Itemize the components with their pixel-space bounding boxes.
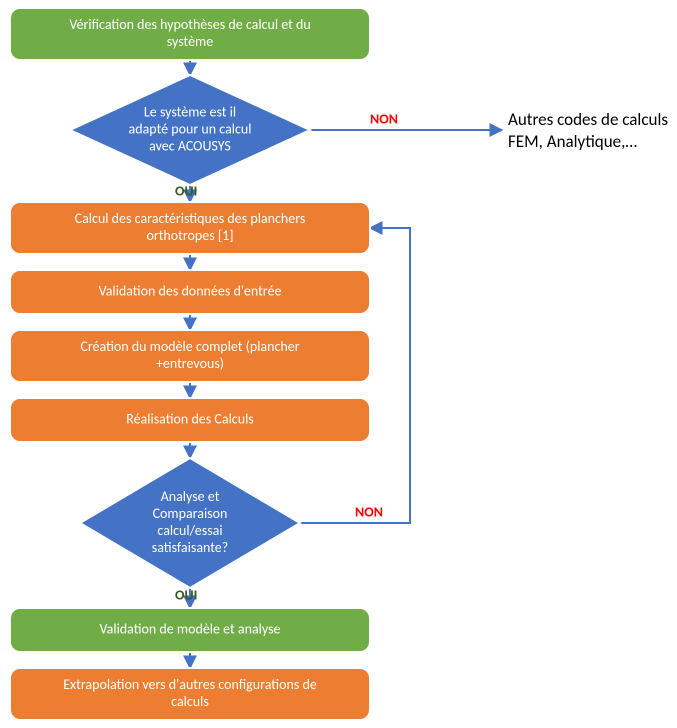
node-d2-line0: Analyse et (161, 488, 220, 505)
node-n7-line1: calculs (171, 693, 209, 710)
edge-label-non: NON (370, 110, 398, 127)
node-n2: Calcul des caractéristiques des plancher… (10, 202, 370, 254)
node-n4-line1: +entrevous) (156, 355, 224, 372)
node-d2: Analyse etComparaisoncalcul/essaisatisfa… (80, 458, 300, 588)
node-n4: Création du modèle complet (plancher+ent… (10, 330, 370, 382)
side-text-line1: FEM, Analytique,… (508, 131, 637, 152)
node-d1: Le système est iladapté pour un calculav… (70, 75, 310, 185)
node-n7-line0: Extrapolation vers d'autres configuratio… (63, 676, 317, 693)
node-d2-line3: satisfaisante? (152, 539, 229, 556)
nodes: Vérification des hypothèses de calcul et… (10, 8, 370, 720)
node-n3-line0: Validation des données d'entrée (99, 282, 282, 299)
node-d1-line1: adapté pour un calcul (129, 120, 252, 137)
node-n6-line0: Validation de modèle et analyse (99, 620, 280, 637)
node-d2-line1: Comparaison (153, 505, 228, 522)
node-n7: Extrapolation vers d'autres configuratio… (10, 668, 370, 720)
node-n1: Vérification des hypothèses de calcul et… (10, 8, 370, 60)
node-d2-line2: calcul/essai (157, 522, 222, 539)
flowchart-canvas: Vérification des hypothèses de calcul et… (0, 0, 677, 728)
node-n5: Réalisation des Calculs (10, 398, 370, 442)
node-n2-line1: orthotropes [1] (146, 227, 233, 244)
edge-label-non: NON (355, 503, 383, 520)
node-n5-line0: Réalisation des Calculs (126, 410, 254, 427)
edge-label-oui: OUI (175, 182, 197, 199)
node-n2-line0: Calcul des caractéristiques des plancher… (75, 210, 306, 227)
node-d1-line0: Le système est il (144, 103, 236, 120)
side-text-line0: Autres codes de calculs (508, 109, 668, 130)
node-n4-line0: Création du modèle complet (plancher (80, 338, 299, 355)
node-n6: Validation de modèle et analyse (10, 608, 370, 652)
node-d1-line2: avec ACOUSYS (149, 137, 231, 154)
node-n3: Validation des données d'entrée (10, 270, 370, 314)
edge-label-oui: OUI (175, 586, 197, 603)
node-n1-line0: Vérification des hypothèses de calcul et… (69, 16, 310, 33)
node-n1-line1: système (167, 33, 213, 50)
